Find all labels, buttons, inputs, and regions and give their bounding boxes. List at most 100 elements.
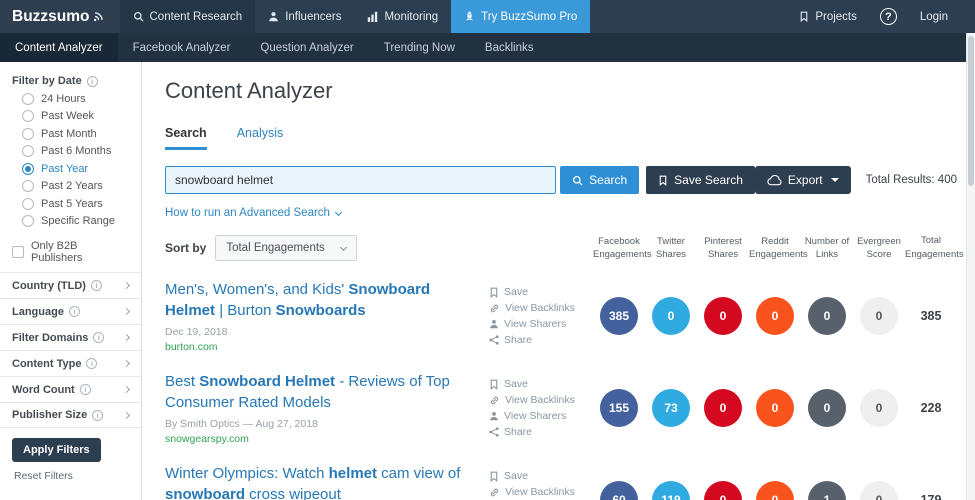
metric-value: 179 — [920, 493, 942, 500]
radio-unselected-icon[interactable] — [22, 145, 34, 158]
sort-dropdown[interactable]: Total Engagements — [215, 235, 357, 261]
apply-filters-button[interactable]: Apply Filters — [12, 438, 101, 462]
result-title-link[interactable]: Men's, Women's, and Kids' Snowboard Helm… — [165, 279, 481, 321]
save-search-button[interactable]: Save Search — [646, 166, 755, 194]
radio-selected-icon[interactable] — [22, 162, 34, 175]
date-option-24-hours[interactable]: 24 Hours — [0, 90, 141, 108]
nav-monitoring[interactable]: Monitoring — [354, 0, 451, 33]
radio-unselected-icon[interactable] — [22, 180, 34, 193]
subnav-item-content-analyzer[interactable]: Content Analyzer — [0, 33, 118, 62]
action-view-backlinks[interactable]: View Backlinks — [489, 302, 593, 314]
metric-circle: 73 — [652, 389, 690, 427]
action-save[interactable]: Save — [489, 286, 593, 298]
date-option-past-month[interactable]: Past Month — [0, 125, 141, 143]
info-icon — [68, 306, 80, 317]
action-label: Share — [504, 426, 533, 438]
subnav-item-facebook-analyzer[interactable]: Facebook Analyzer — [132, 41, 231, 54]
title-keyword: Snowboards — [275, 302, 366, 319]
info-icon — [92, 409, 104, 421]
radio-unselected-icon[interactable] — [22, 127, 34, 140]
page-title: Content Analyzer — [165, 78, 333, 103]
scrollbar-track[interactable] — [966, 33, 975, 500]
action-view-backlinks[interactable]: View Backlinks — [489, 486, 593, 498]
column-header-facebook-engagements[interactable]: Facebook Engagements — [593, 236, 652, 260]
search-button[interactable]: Search — [560, 166, 640, 194]
title-keyword: Snowboard Helmet — [199, 373, 336, 390]
reset-filters-link[interactable]: Reset Filters — [14, 470, 73, 482]
tab-analysis[interactable]: Analysis — [236, 126, 284, 140]
action-save[interactable]: Save — [489, 470, 593, 482]
person-icon — [490, 320, 498, 329]
metric-circle: 0 — [652, 297, 690, 335]
chevron-right-icon — [122, 359, 131, 368]
help-button[interactable]: ? — [879, 8, 897, 25]
nav-influencers[interactable]: Influencers — [255, 0, 354, 33]
title-text: - Reviews of Top Consumer Rated Models — [165, 373, 450, 411]
filter-section-filter-domains[interactable]: Filter Domains — [0, 324, 141, 350]
column-header-twitter-shares[interactable]: Twitter Shares — [655, 236, 687, 260]
metric-value: 228 — [920, 401, 942, 415]
date-option-past-2-years[interactable]: Past 2 Years — [0, 178, 141, 196]
column-header-evergreen-score[interactable]: Evergreen Score — [857, 236, 901, 260]
filter-section-language[interactable]: Language — [0, 298, 141, 324]
scrollbar-thumb[interactable] — [968, 36, 974, 186]
column-header-reddit-engagements[interactable]: Reddit Engagements — [749, 236, 808, 260]
metric-evergreen-score: 0 — [853, 297, 905, 335]
date-option-specific-range[interactable]: Specific Range — [0, 213, 141, 231]
tabs: Search Analysis — [165, 126, 957, 150]
filter-section-word-count[interactable]: Word Count — [0, 376, 141, 402]
result-title-link[interactable]: Best Snowboard Helmet - Reviews of Top C… — [165, 371, 481, 413]
subnav-item-question-analyzer[interactable]: Question Analyzer — [260, 41, 354, 54]
date-option-past-year[interactable]: Past Year — [0, 160, 141, 178]
action-save[interactable]: Save — [489, 378, 593, 390]
subnav-item-trending-now[interactable]: Trending Now — [383, 41, 455, 54]
help-icon: ? — [884, 10, 892, 23]
checkbox-unchecked-icon[interactable] — [12, 246, 24, 258]
buzzsumo-logo[interactable]: Buzzsumo — [0, 0, 120, 33]
action-view-sharers[interactable]: View Sharers — [489, 318, 593, 330]
date-option-past-week[interactable]: Past Week — [0, 108, 141, 126]
radio-unselected-icon[interactable] — [22, 197, 34, 210]
tab-search[interactable]: Search — [165, 126, 207, 150]
info-icon[interactable] — [86, 75, 98, 87]
b2b-publishers-checkbox[interactable]: Only B2B Publishers — [0, 240, 141, 264]
info-icon — [79, 384, 91, 395]
radio-unselected-icon[interactable] — [22, 110, 34, 123]
bar-chart-icon — [368, 11, 378, 22]
column-header-pinterest-shares[interactable]: Pinterest Shares — [704, 236, 742, 260]
result-title-link[interactable]: Winter Olympics: Watch helmet cam view o… — [165, 463, 481, 500]
action-view-backlinks[interactable]: View Backlinks — [489, 394, 593, 406]
action-share[interactable]: Share — [489, 334, 593, 346]
chevron-down-icon — [339, 243, 347, 251]
radio-unselected-icon[interactable] — [22, 92, 34, 105]
filter-section-publisher-size[interactable]: Publisher Size — [0, 402, 141, 428]
result-actions: Save View Backlinks View Sharers Share — [481, 286, 593, 346]
result-domain-link[interactable]: burton.com — [165, 341, 218, 353]
filter-section-country-tld[interactable]: Country (TLD) — [0, 272, 141, 298]
info-icon — [86, 358, 98, 369]
advanced-search-link[interactable]: How to run an Advanced Search — [165, 207, 342, 219]
action-view-sharers[interactable]: View Sharers — [489, 410, 593, 422]
nav-try-buzzsumo-pro[interactable]: Try BuzzSumo Pro — [451, 0, 591, 33]
action-share[interactable]: Share — [489, 426, 593, 438]
radio-unselected-icon[interactable] — [22, 215, 34, 228]
b2b-label: Only B2B Publishers — [31, 240, 83, 264]
column-headers: Facebook Engagements Twitter Shares Pinter… — [593, 235, 970, 261]
action-label: Share — [504, 334, 533, 346]
nav-content-research[interactable]: Content Research — [119, 0, 256, 33]
date-option-past-5-years[interactable]: Past 5 Years — [0, 195, 141, 213]
metric-circle: 0 — [704, 389, 742, 427]
subnav-item-backlinks[interactable]: Backlinks — [484, 41, 534, 54]
metric-number-of-links: 0 — [801, 389, 853, 427]
nav-projects[interactable]: Projects — [786, 11, 870, 23]
backlink-icon — [490, 488, 499, 496]
nav-login[interactable]: Login — [907, 11, 961, 23]
search-input[interactable] — [165, 166, 557, 194]
column-header-number-of-links[interactable]: Number of Links — [804, 236, 850, 260]
result-domain-link[interactable]: snowgearspy.com — [165, 433, 249, 445]
filter-section-content-type[interactable]: Content Type — [0, 350, 141, 376]
export-button[interactable]: Export — [754, 166, 851, 194]
column-header-total-engagements[interactable]: Total Engagements↓ — [905, 235, 970, 261]
date-option-past-6-months[interactable]: Past 6 Months — [0, 143, 141, 161]
chevron-down-icon — [334, 208, 342, 216]
